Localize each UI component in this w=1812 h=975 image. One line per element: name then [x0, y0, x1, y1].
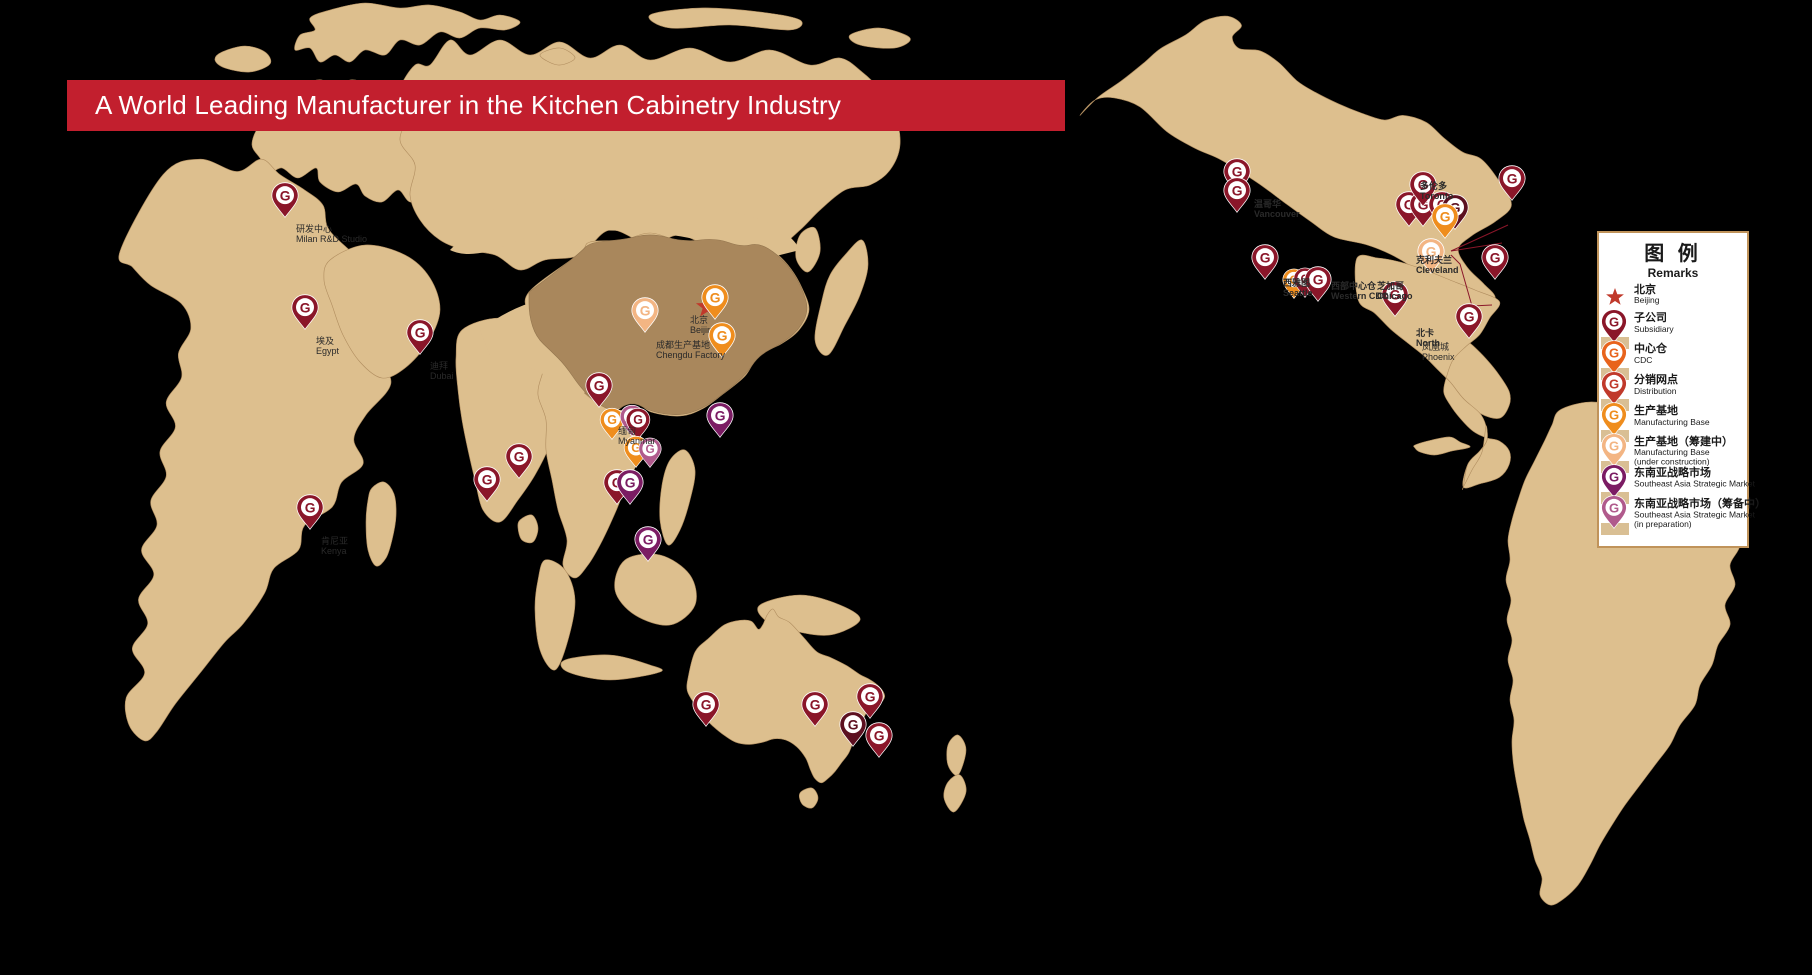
svg-text:Chicago: Chicago [1377, 291, 1413, 301]
svg-text:Vancouver: Vancouver [1254, 209, 1300, 219]
svg-text:(under construction): (under construction) [1634, 457, 1710, 467]
svg-text:Remarks: Remarks [1648, 266, 1699, 280]
svg-text:肯尼亚: 肯尼亚 [321, 535, 348, 546]
svg-text:东南亚战略市场: 东南亚战略市场 [1634, 465, 1711, 479]
svg-text:生产基地（筹建中）: 生产基地（筹建中） [1634, 434, 1733, 448]
svg-text:多伦多: 多伦多 [1420, 180, 1447, 191]
svg-text:东南亚战略市场（筹备中）: 东南亚战略市场（筹备中） [1634, 496, 1766, 510]
svg-text:Kenya: Kenya [321, 546, 347, 556]
svg-text:成都生产基地: 成都生产基地 [656, 339, 710, 350]
svg-text:Beijing: Beijing [1634, 295, 1660, 305]
svg-text:Seattle: Seattle [1283, 288, 1313, 298]
svg-text:子公司: 子公司 [1634, 311, 1667, 324]
svg-text:North: North [1416, 338, 1440, 348]
svg-text:Toronto: Toronto [1420, 191, 1454, 201]
svg-text:北卡: 北卡 [1416, 327, 1434, 338]
svg-text:西雅图: 西雅图 [1283, 277, 1310, 288]
svg-text:Manufacturing Base: Manufacturing Base [1634, 417, 1710, 427]
svg-text:Egypt: Egypt [316, 346, 340, 356]
svg-text:埃及: 埃及 [316, 335, 334, 346]
svg-text:Dubai: Dubai [430, 371, 454, 381]
svg-text:Cleveland: Cleveland [1416, 265, 1459, 275]
svg-text:Distribution: Distribution [1634, 386, 1677, 396]
svg-text:(in preparation): (in preparation) [1634, 519, 1692, 529]
svg-text:Manufacturing Base: Manufacturing Base [1634, 447, 1710, 457]
svg-text:中心仓: 中心仓 [1634, 341, 1668, 355]
svg-text:Southeast Asia Strategic Marke: Southeast Asia Strategic Market [1634, 479, 1756, 489]
svg-text:Milan R&D Studio: Milan R&D Studio [296, 234, 367, 244]
svg-text:Subsidiary: Subsidiary [1634, 324, 1674, 334]
svg-text:Chengdu Factory: Chengdu Factory [656, 350, 726, 360]
svg-text:研发中心: 研发中心 [296, 223, 332, 234]
svg-text:温哥华: 温哥华 [1254, 198, 1281, 209]
svg-text:克利夫兰: 克利夫兰 [1416, 254, 1452, 265]
svg-text:迪拜: 迪拜 [430, 360, 448, 371]
svg-text:Phoenix: Phoenix [1422, 352, 1455, 362]
svg-text:北京: 北京 [1634, 282, 1656, 296]
svg-text:Southeast Asia Strategic Marke: Southeast Asia Strategic Market [1634, 510, 1756, 520]
svg-text:分销网点: 分销网点 [1634, 372, 1678, 386]
svg-text:图 例: 图 例 [1644, 241, 1702, 265]
svg-text:CDC: CDC [1634, 355, 1652, 365]
svg-text:Myanmar: Myanmar [618, 436, 656, 446]
svg-text:生产基地: 生产基地 [1634, 403, 1678, 417]
svg-text:西部中心仓: 西部中心仓 [1331, 280, 1377, 291]
svg-text:缅甸: 缅甸 [618, 425, 636, 436]
svg-text:芝加哥: 芝加哥 [1377, 280, 1404, 291]
svg-text:北京: 北京 [690, 314, 708, 325]
